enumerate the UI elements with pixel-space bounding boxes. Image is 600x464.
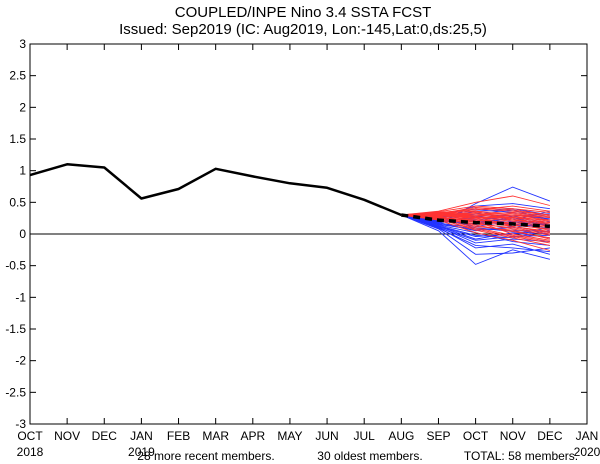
year-label: 2018 [17,445,44,459]
oldest-member-line [401,214,550,234]
x-tick-label: MAY [277,429,302,443]
legend-recent-members: 28 more recent members. [137,449,274,463]
y-tick-label: -1.5 [5,322,26,336]
x-tick-label: JUN [315,429,338,443]
x-tick-label: OCT [17,429,43,443]
y-tick-label: 0 [19,227,26,241]
x-tick-label: AUG [388,429,414,443]
observed-line [29,163,402,217]
oldest-member-line [401,210,550,224]
y-tick-label: -0.5 [5,259,26,273]
y-tick-label: -3 [15,417,26,431]
x-tick-label: FEB [167,429,190,443]
legend-total-members: TOTAL: 58 members. [464,449,578,463]
x-tick-label: JUL [354,429,376,443]
x-tick-label: NOV [54,429,80,443]
x-tick-label: JAN [576,429,599,443]
oldest-member-line [401,214,551,240]
ensemble-mean-line [401,213,551,229]
x-tick-label: DEC [537,429,563,443]
x-tick-label: APR [240,429,265,443]
y-tick-label: -2.5 [5,385,26,399]
recent-member-line [401,214,551,265]
oldest-member-line [401,205,550,216]
y-tick-label: 2.5 [9,69,26,83]
y-tick-label: -1 [15,290,26,304]
y-tick-label: 0.5 [9,195,26,209]
x-tick-label: DEC [92,429,118,443]
year-label: 2019 [128,445,155,459]
y-tick-label: 3 [19,37,26,51]
chart-title: COUPLED/INPE Nino 3.4 SSTA FCST [175,4,431,21]
y-tick-label: -2 [15,354,26,368]
y-tick-label: 1.5 [9,132,26,146]
x-tick-label: SEP [426,429,450,443]
legend-oldest-members: 30 oldest members. [317,449,422,463]
x-tick-label: JAN [130,429,153,443]
x-tick-label: MAR [202,429,229,443]
chart-subtitle: Issued: Sep2019 (IC: Aug2019, Lon:-145,L… [119,21,487,38]
y-tick-label: 1 [19,164,26,178]
year-label: 2020 [574,445,600,459]
oldest-member-line [401,212,550,217]
y-tick-label: 2 [19,100,26,114]
recent-member-line [401,214,550,237]
x-tick-label: NOV [500,429,526,443]
oldest-member-line [401,213,550,220]
x-tick-label: OCT [463,429,489,443]
